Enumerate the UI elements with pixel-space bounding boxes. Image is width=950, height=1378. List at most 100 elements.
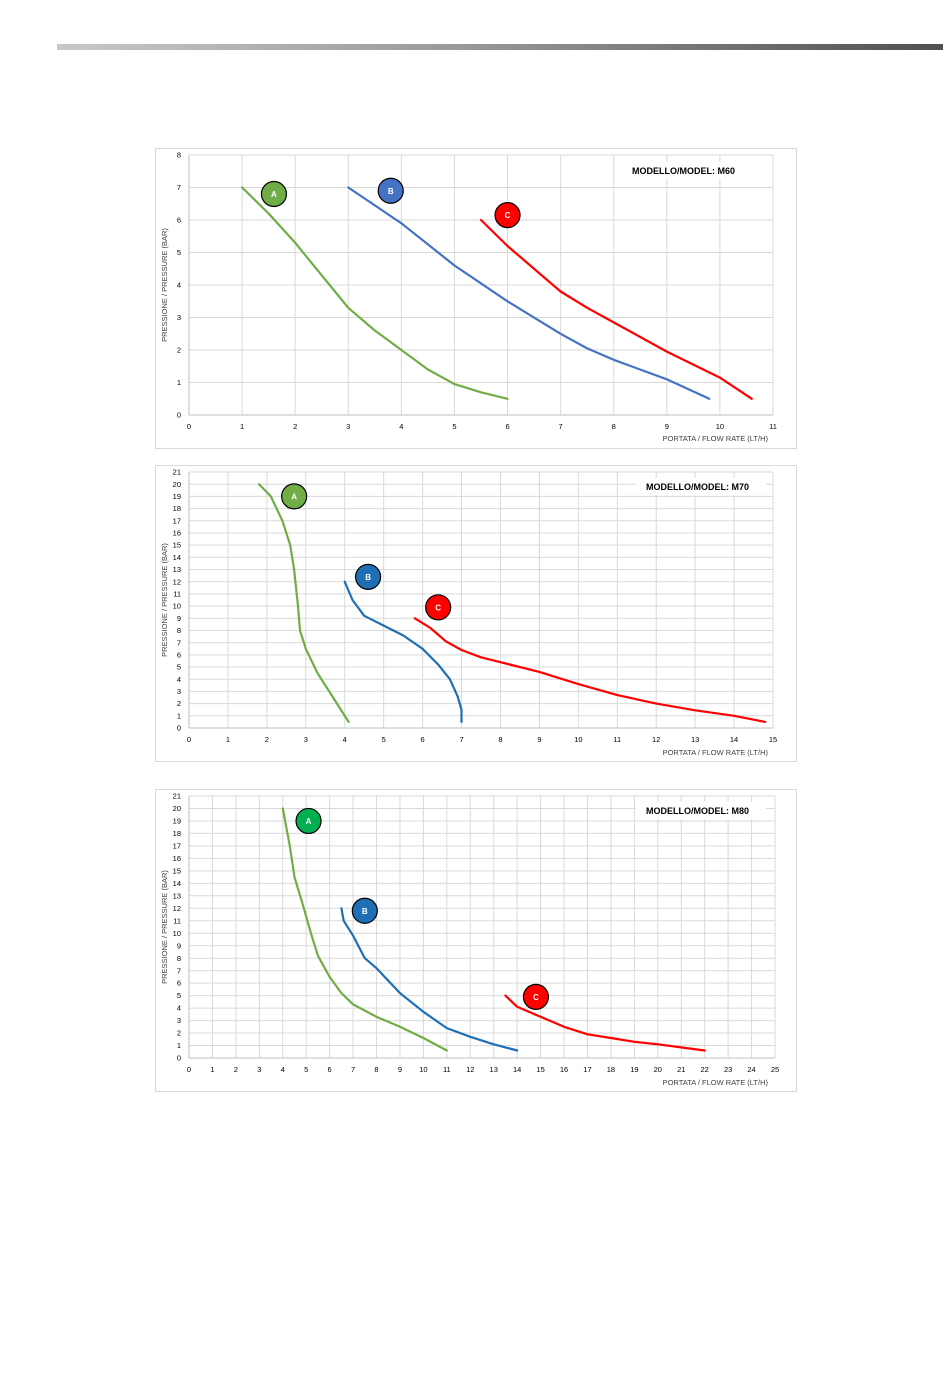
chart-m60: 0 1 2 3 4 5 6 7 8 9 10 11 0 1 2 3 4 5 6 7 8 PRESSIONE / PRESS… <box>155 148 797 449</box>
series-a-line <box>281 807 448 1052</box>
series-label: B <box>388 187 394 196</box>
x-tick-label: 10 <box>716 422 724 431</box>
x-tick-label: 3 <box>346 422 350 431</box>
series-label: C <box>533 993 539 1002</box>
series-label: A <box>271 190 277 199</box>
x-axis-title: PORTATA / FLOW RATE (LT/H) <box>663 434 769 443</box>
series-label: B <box>362 907 368 916</box>
series-a-marker: A <box>260 180 288 208</box>
y-tick-label: 0 <box>177 411 181 420</box>
x-tick-label: 5 <box>304 1065 308 1074</box>
x-tick-label: 11 <box>769 422 777 431</box>
marker-circle <box>494 202 521 229</box>
y-tick-label: 14 <box>173 553 181 562</box>
y-tick-label: 1 <box>177 711 181 720</box>
y-tick-label: 9 <box>177 614 181 623</box>
x-tick-label: 7 <box>351 1065 355 1074</box>
y-tick-label: 0 <box>177 724 181 733</box>
y-axis-title: PRESSIONE / PRESSURE (BAR) <box>160 543 169 657</box>
y-tick-label: 7 <box>177 638 181 647</box>
x-tick-label: 8 <box>612 422 616 431</box>
y-tick-label: 21 <box>173 792 181 801</box>
chart-m80: 0 1 2 3 4 5 6 7 8 9 10 11 12 13 14 15 16 17 18 19 20 21 22 23 24… <box>155 789 797 1092</box>
series-label: C <box>435 603 441 612</box>
chart-m70: 0 1 2 3 4 5 6 7 8 9 10 11 12 13 14 15 0 1 2 3 4 5 6 7 8 9 10 11 12 13… <box>155 465 797 762</box>
x-tick-label: 10 <box>574 735 582 744</box>
series-b-marker: B <box>351 897 378 924</box>
x-tick-label: 2 <box>293 422 297 431</box>
x-tick-label: 16 <box>560 1065 568 1074</box>
series-label: B <box>365 573 371 582</box>
x-tick-label: 18 <box>607 1065 615 1074</box>
y-tick-label: 6 <box>177 979 181 988</box>
x-tick-label: 8 <box>374 1065 378 1074</box>
chart-svg: 0 1 2 3 4 5 6 7 8 9 10 11 12 13 14 15 16 17 18 19 20 21 22 23 24… <box>160 792 779 1087</box>
x-tick-label: 19 <box>630 1065 638 1074</box>
x-tick-label: 11 <box>443 1065 451 1074</box>
y-tick-label: 8 <box>177 954 181 963</box>
x-tick-label: 0 <box>187 735 191 744</box>
x-tick-label: 2 <box>265 735 269 744</box>
y-tick-label: 19 <box>173 817 181 826</box>
y-tick-label: 2 <box>177 1029 181 1038</box>
x-tick-label: 12 <box>652 735 660 744</box>
marker-circle <box>522 983 550 1010</box>
series-c-line <box>479 218 753 400</box>
y-tick-label: 2 <box>177 699 181 708</box>
x-tick-label: 21 <box>677 1065 685 1074</box>
series-b-line <box>347 186 711 400</box>
x-tick-label: 2 <box>234 1065 238 1074</box>
x-tick-label: 4 <box>399 422 403 431</box>
series-b-line <box>340 907 519 1052</box>
chart-title: MODELLO/MODEL: M60 <box>632 166 735 176</box>
y-tick-label: 4 <box>177 1004 181 1013</box>
chart-svg: 0 1 2 3 4 5 6 7 8 9 10 11 0 1 2 3 4 5 6 7 8 PRESSIONE / PRESS… <box>160 151 777 443</box>
y-axis-title: PRESSIONE / PRESSURE (BAR) <box>160 228 169 342</box>
series-a-marker: A <box>295 807 322 835</box>
marker-circle <box>354 563 382 590</box>
marker-circle <box>425 594 452 621</box>
x-tick-label: 11 <box>613 735 621 744</box>
chart-title: MODELLO/MODEL: M80 <box>646 806 749 816</box>
y-tick-label: 8 <box>177 626 181 635</box>
marker-circle <box>351 897 378 924</box>
title-backdrop <box>636 478 766 495</box>
x-tick-label: 15 <box>536 1065 544 1074</box>
x-tick-label: 24 <box>747 1065 755 1074</box>
series-a-marker: A <box>281 483 308 510</box>
y-tick-label: 17 <box>173 842 181 851</box>
marker-circle <box>260 180 288 208</box>
x-tick-label: 10 <box>419 1065 427 1074</box>
series-c-line <box>413 617 767 723</box>
series-label: A <box>291 492 297 501</box>
x-tick-label: 13 <box>691 735 699 744</box>
x-tick-label: 7 <box>559 422 563 431</box>
x-tick-label: 1 <box>210 1065 214 1074</box>
x-axis-title: PORTATA / FLOW RATE (LT/H) <box>663 748 769 757</box>
y-tick-label: 17 <box>173 516 181 525</box>
title-backdrop <box>622 162 752 179</box>
y-tick-label: 21 <box>173 468 181 477</box>
x-tick-label: 3 <box>304 735 308 744</box>
series-c-marker: C <box>522 983 550 1010</box>
series-c-marker: C <box>494 202 521 229</box>
y-tick-label: 10 <box>173 929 181 938</box>
x-tick-label: 3 <box>257 1065 261 1074</box>
x-tick-label: 14 <box>513 1065 521 1074</box>
grid <box>188 471 774 729</box>
y-tick-label: 18 <box>173 829 181 838</box>
x-tick-label: 8 <box>498 735 502 744</box>
y-tick-label: 5 <box>177 248 181 257</box>
x-tick-label: 5 <box>382 735 386 744</box>
x-tick-label: 6 <box>421 735 425 744</box>
series-label: C <box>505 211 511 220</box>
series-b-marker: B <box>377 177 404 204</box>
y-tick-label: 13 <box>173 891 181 900</box>
y-tick-label: 12 <box>173 904 181 913</box>
x-tick-label: 9 <box>398 1065 402 1074</box>
x-tick-label: 13 <box>490 1065 498 1074</box>
y-tick-label: 3 <box>177 1016 181 1025</box>
y-tick-label: 14 <box>173 879 181 888</box>
y-tick-label: 12 <box>173 577 181 586</box>
x-axis-title: PORTATA / FLOW RATE (LT/H) <box>663 1078 769 1087</box>
